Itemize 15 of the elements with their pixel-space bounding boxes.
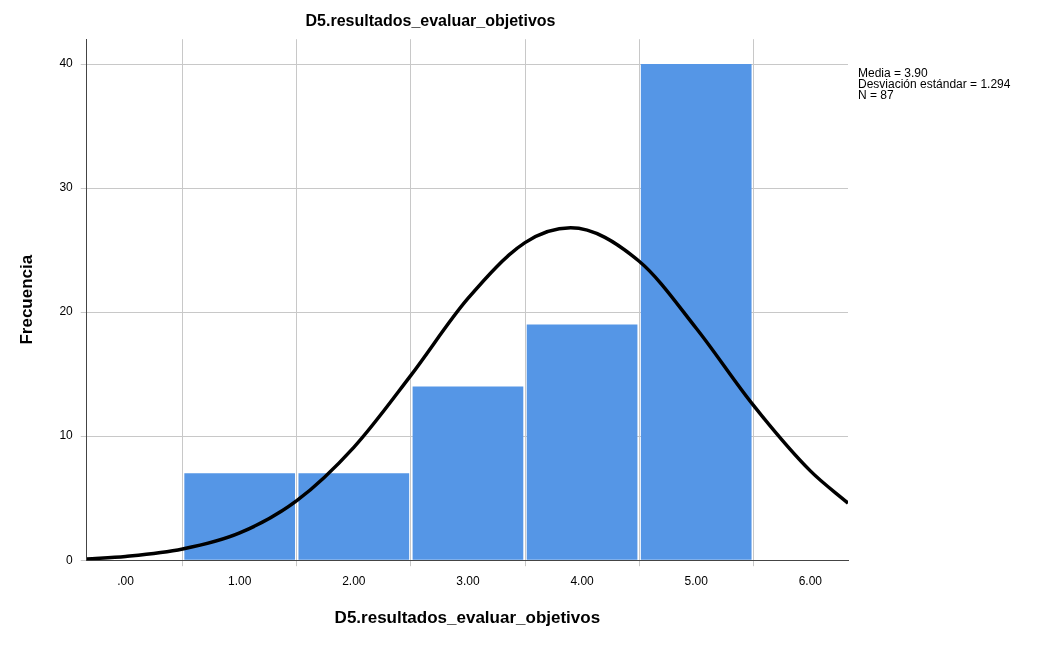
x-tick-label: 5.00	[684, 573, 709, 588]
x-tick-label: 6.00	[798, 573, 823, 588]
x-tick-label: 2.00	[342, 573, 366, 588]
y-tick-label: 40	[59, 56, 74, 71]
x-tick-label: .00	[117, 573, 135, 588]
y-axis-title: Frecuencia	[16, 254, 36, 345]
x-tick-label: 3.00	[456, 573, 480, 588]
x-tick-label: 4.00	[570, 573, 595, 588]
y-tick-label: 0	[66, 552, 74, 567]
y-tick-label: 20	[59, 304, 74, 319]
x-tick-label: 1.00	[228, 573, 252, 588]
y-tick-label: 10	[59, 428, 74, 443]
chart-title: D5.resultados_evaluar_objetivos	[305, 12, 556, 30]
x-axis-title: D5.resultados_evaluar_objetivos	[334, 608, 601, 628]
y-tick-label: 30	[59, 180, 74, 195]
